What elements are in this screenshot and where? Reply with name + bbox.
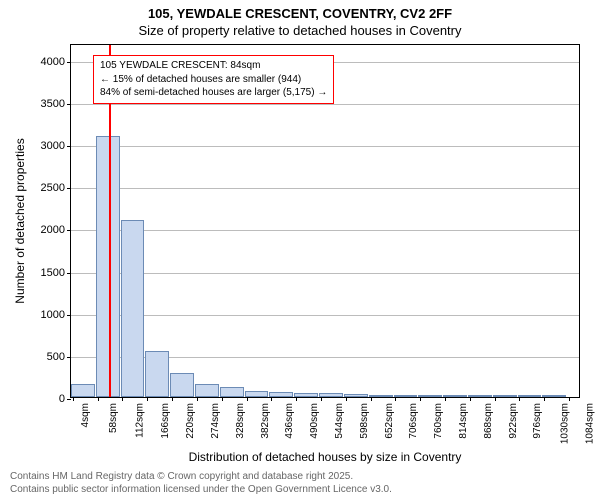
plot-area: 050010001500200025003000350040004sqm58sq… xyxy=(70,44,580,398)
xtick-label: 58sqm xyxy=(108,403,119,433)
ytick-mark xyxy=(67,315,71,316)
histogram-bar xyxy=(294,393,318,397)
histogram-bar xyxy=(170,373,194,397)
annotation-box: 105 YEWDALE CRESCENT: 84sqm← 15% of deta… xyxy=(93,55,334,104)
ytick-mark xyxy=(67,273,71,274)
xtick-label: 490sqm xyxy=(309,403,320,439)
xtick-label: 706sqm xyxy=(408,403,419,439)
xtick-label: 112sqm xyxy=(135,403,146,438)
xtick-label: 274sqm xyxy=(210,403,221,439)
xtick-mark xyxy=(222,397,223,401)
chart-subtitle: Size of property relative to detached ho… xyxy=(0,23,600,40)
footer-line-2: Contains public sector information licen… xyxy=(10,483,392,496)
annotation-line: 84% of semi-detached houses are larger (… xyxy=(100,86,327,100)
histogram-bar xyxy=(195,384,219,397)
histogram-bar xyxy=(518,395,542,397)
histogram-bar xyxy=(245,391,269,397)
xtick-mark xyxy=(470,397,471,401)
xtick-mark xyxy=(172,397,173,401)
xtick-label: 814sqm xyxy=(458,403,469,439)
xtick-mark xyxy=(495,397,496,401)
ytick-label: 500 xyxy=(47,351,65,363)
xtick-label: 976sqm xyxy=(532,403,543,439)
xtick-mark xyxy=(296,397,297,401)
footer-attribution: Contains HM Land Registry data © Crown c… xyxy=(10,470,392,496)
xtick-mark xyxy=(98,397,99,401)
gridline xyxy=(71,315,579,316)
xtick-label: 1084sqm xyxy=(585,403,596,444)
xtick-mark xyxy=(519,397,520,401)
xtick-label: 652sqm xyxy=(383,403,394,439)
xtick-mark xyxy=(371,397,372,401)
histogram-bar xyxy=(269,392,293,397)
xtick-label: 382sqm xyxy=(259,403,270,439)
ytick-mark xyxy=(67,399,71,400)
xtick-mark xyxy=(445,397,446,401)
ytick-mark xyxy=(67,62,71,63)
xtick-mark xyxy=(420,397,421,401)
annotation-line: 105 YEWDALE CRESCENT: 84sqm xyxy=(100,59,327,73)
histogram-bar xyxy=(493,395,517,397)
xtick-label: 166sqm xyxy=(160,403,171,439)
histogram-bar xyxy=(418,395,442,397)
y-axis-label: Number of detached properties xyxy=(13,138,27,303)
ytick-label: 2500 xyxy=(41,182,65,194)
histogram-bar xyxy=(542,395,566,397)
ytick-label: 4000 xyxy=(41,56,65,68)
ytick-mark xyxy=(67,230,71,231)
xtick-mark xyxy=(395,397,396,401)
histogram-bar xyxy=(121,220,145,397)
xtick-mark xyxy=(346,397,347,401)
ytick-label: 3500 xyxy=(41,98,65,110)
xtick-label: 1030sqm xyxy=(560,403,571,444)
ytick-label: 1000 xyxy=(41,309,65,321)
ytick-label: 3000 xyxy=(41,140,65,152)
histogram-bar xyxy=(369,395,393,397)
ytick-label: 0 xyxy=(59,393,65,405)
histogram-bar xyxy=(443,395,467,397)
xtick-mark xyxy=(73,397,74,401)
xtick-label: 598sqm xyxy=(359,403,370,439)
gridline xyxy=(71,273,579,274)
ytick-label: 1500 xyxy=(41,267,65,279)
gridline xyxy=(71,188,579,189)
xtick-mark xyxy=(544,397,545,401)
xtick-label: 328sqm xyxy=(234,403,245,439)
xtick-label: 922sqm xyxy=(507,403,518,439)
chart-title: 105, YEWDALE CRESCENT, COVENTRY, CV2 2FF xyxy=(0,0,600,23)
xtick-label: 4sqm xyxy=(80,403,91,427)
footer-line-1: Contains HM Land Registry data © Crown c… xyxy=(10,470,392,483)
gridline xyxy=(71,230,579,231)
ytick-mark xyxy=(67,357,71,358)
ytick-mark xyxy=(67,188,71,189)
gridline xyxy=(71,104,579,105)
chart-container: 105, YEWDALE CRESCENT, COVENTRY, CV2 2FF… xyxy=(0,0,600,500)
xtick-mark xyxy=(247,397,248,401)
ytick-mark xyxy=(67,104,71,105)
histogram-bar xyxy=(344,394,368,397)
xtick-mark xyxy=(197,397,198,401)
xtick-mark xyxy=(271,397,272,401)
histogram-bar xyxy=(145,351,169,397)
xtick-label: 544sqm xyxy=(334,403,345,439)
xtick-mark xyxy=(147,397,148,401)
annotation-line: ← 15% of detached houses are smaller (94… xyxy=(100,73,327,87)
histogram-bar xyxy=(319,393,343,397)
xtick-label: 760sqm xyxy=(433,403,444,439)
ytick-mark xyxy=(67,146,71,147)
xtick-mark xyxy=(122,397,123,401)
gridline xyxy=(71,146,579,147)
histogram-bar xyxy=(220,387,244,397)
histogram-bar xyxy=(71,384,95,397)
xtick-label: 868sqm xyxy=(483,403,494,439)
xtick-label: 220sqm xyxy=(185,403,196,439)
x-axis-label: Distribution of detached houses by size … xyxy=(189,450,462,464)
xtick-label: 436sqm xyxy=(284,403,295,439)
histogram-bar xyxy=(394,395,418,397)
xtick-mark xyxy=(321,397,322,401)
xtick-mark xyxy=(569,397,570,401)
histogram-bar xyxy=(468,395,492,397)
ytick-label: 2000 xyxy=(41,224,65,236)
